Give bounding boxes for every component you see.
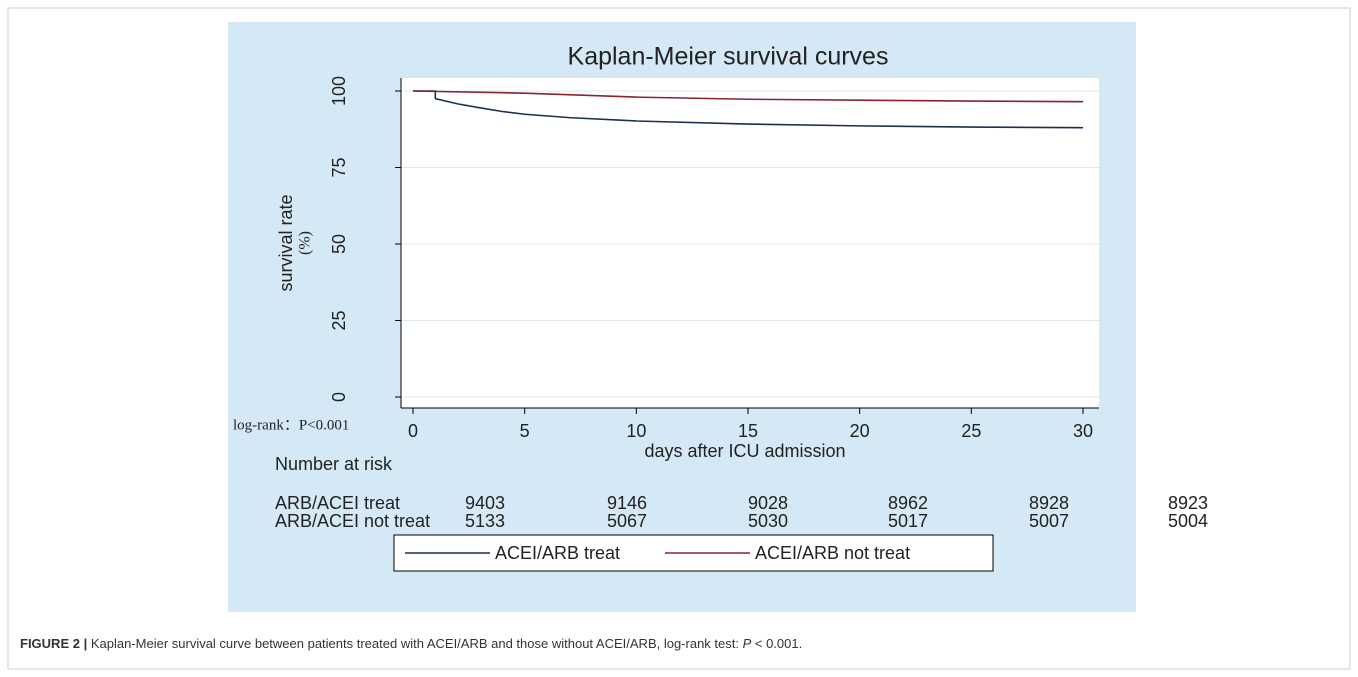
survival-curve <box>413 90 1084 129</box>
risk-value: 9403 <box>465 493 505 513</box>
risk-title: Number at risk <box>275 454 393 474</box>
y-tick-label: 50 <box>329 234 349 254</box>
y-tick-label: 100 <box>329 76 349 106</box>
annotation: log-rank：P<0.001 <box>233 417 349 433</box>
x-axis-label: days after ICU admission <box>644 441 845 461</box>
y-tick-label: 25 <box>329 310 349 330</box>
plot-area <box>401 78 1099 408</box>
risk-value: 8923 <box>1168 493 1208 513</box>
y-axis-unit: (%) <box>297 231 314 255</box>
caption-text: Kaplan-Meier survival curve between pati… <box>90 636 743 651</box>
figure-border <box>7 7 1351 670</box>
caption-italic: P <box>742 636 752 651</box>
caption-label: FIGURE 2 | <box>20 636 88 651</box>
x-tick-label: 10 <box>626 421 646 441</box>
legend-label: ACEI/ARB not treat <box>755 543 910 563</box>
caption: FIGURE 2 | Kaplan-Meier survival curve b… <box>20 636 802 651</box>
risk-row-label: ARB/ACEI treat <box>275 493 400 513</box>
caption-text-end: < 0.001. <box>751 636 803 651</box>
legend-label: ACEI/ARB treat <box>495 543 620 563</box>
risk-value: 9028 <box>748 493 788 513</box>
survival-curve <box>412 90 1084 103</box>
risk-value: 5067 <box>607 511 647 531</box>
risk-value: 5004 <box>1168 511 1208 531</box>
x-tick-label: 5 <box>520 421 530 441</box>
x-tick-label: 15 <box>738 421 758 441</box>
risk-value: 5017 <box>888 511 928 531</box>
risk-value: 8928 <box>1029 493 1069 513</box>
x-tick-label: 20 <box>850 421 870 441</box>
risk-value: 5030 <box>748 511 788 531</box>
y-axis-label: survival rate <box>276 194 296 291</box>
risk-value: 9146 <box>607 493 647 513</box>
risk-value: 5007 <box>1029 511 1069 531</box>
x-tick-label: 30 <box>1073 421 1093 441</box>
x-tick-label: 25 <box>961 421 981 441</box>
y-tick-label: 75 <box>329 157 349 177</box>
risk-value: 5133 <box>465 511 505 531</box>
risk-row-label: ARB/ACEI not treat <box>275 511 430 531</box>
chart-title: Kaplan-Meier survival curves <box>568 43 889 71</box>
y-tick-label: 0 <box>329 392 349 402</box>
x-tick-label: 0 <box>408 421 418 441</box>
risk-value: 8962 <box>888 493 928 513</box>
